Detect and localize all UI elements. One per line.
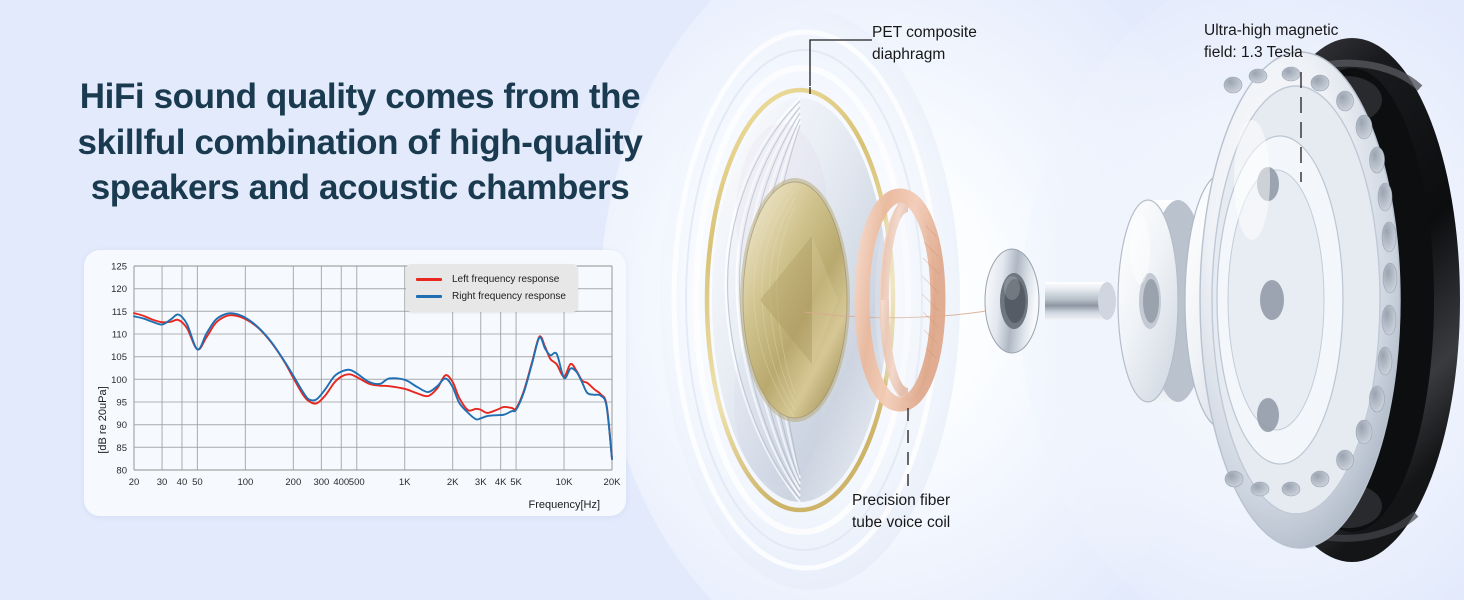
- headline-line-2: skillful combination of high-quality: [77, 122, 643, 162]
- frequency-response-plot: 80 85 90 95 100 105 110 115 120 125 20 30 40 50 100 200…: [84, 250, 626, 516]
- headline-line-3: speakers and acoustic chambers: [90, 168, 630, 207]
- svg-text:10K: 10K: [556, 477, 574, 488]
- svg-text:40: 40: [177, 477, 188, 488]
- svg-text:300: 300: [313, 477, 329, 488]
- pet-composite-diaphragm: [704, 87, 896, 513]
- svg-text:500: 500: [349, 477, 365, 488]
- svg-text:95: 95: [116, 398, 127, 409]
- callout-pet-line-1: PET composite: [872, 24, 977, 41]
- callout-coil-line-2: tube voice coil: [852, 514, 951, 532]
- chart-legend: Left frequency response Right frequency …: [406, 264, 578, 312]
- svg-text:2K: 2K: [447, 477, 459, 488]
- svg-text:100: 100: [111, 375, 127, 386]
- chart-x-axis-label: Frequency[Hz]: [528, 499, 600, 511]
- legend-swatch-left: [416, 278, 442, 281]
- legend-item-right: Right frequency response: [416, 288, 566, 305]
- callout-coil-line-1: Precision fiber: [852, 492, 951, 509]
- legend-label-right: Right frequency response: [452, 291, 566, 302]
- legend-label-left: Left frequency response: [452, 274, 560, 285]
- svg-text:125: 125: [111, 262, 127, 273]
- svg-text:85: 85: [116, 443, 127, 454]
- vented-speaker-basket: [1199, 51, 1401, 549]
- callout-magnet-line-1: Ultra-high magnetic: [1204, 22, 1339, 39]
- callout-precision-fiber-tube-voice-coil: Precision fiber tube voice coil: [852, 490, 950, 535]
- svg-text:80: 80: [116, 466, 127, 477]
- chart-tick-labels: 80 85 90 95 100 105 110 115 120 125 20 30 40 50 100 200…: [111, 262, 621, 489]
- svg-text:115: 115: [112, 307, 127, 318]
- svg-text:100: 100: [237, 477, 253, 488]
- svg-text:4K: 4K: [495, 477, 507, 488]
- callout-ultra-high-magnetic-field: Ultra-high magnetic field: 1.3 Tesla: [1204, 20, 1338, 65]
- chart-gridlines: [133, 265, 613, 471]
- page-title: HiFi sound quality comes from the skillf…: [48, 74, 672, 211]
- callout-pet-line-2: diaphragm: [872, 46, 946, 64]
- svg-text:1K: 1K: [399, 477, 411, 488]
- headline-line-1: HiFi sound quality comes from the: [79, 77, 641, 116]
- pole-piece-tube: [984, 248, 1116, 354]
- svg-text:90: 90: [116, 420, 127, 431]
- svg-text:120: 120: [111, 284, 127, 295]
- svg-text:200: 200: [285, 477, 301, 488]
- svg-text:105: 105: [111, 352, 127, 363]
- svg-text:50: 50: [192, 477, 203, 488]
- legend-swatch-right: [416, 295, 442, 298]
- svg-text:20K: 20K: [604, 477, 622, 488]
- svg-text:20: 20: [129, 477, 140, 488]
- svg-text:3K: 3K: [475, 477, 487, 488]
- chart-series: [133, 312, 613, 461]
- svg-text:30: 30: [157, 477, 168, 488]
- frequency-response-chart-card: 80 85 90 95 100 105 110 115 120 125 20 30 40 50 100 200…: [84, 250, 626, 516]
- legend-item-left: Left frequency response: [416, 271, 566, 288]
- callout-magnet-line-2: field: 1.3 Tesla: [1204, 44, 1303, 62]
- chart-y-axis-label: [dB re 20uPa]: [97, 386, 109, 453]
- svg-text:110: 110: [112, 330, 127, 341]
- svg-text:5K: 5K: [510, 477, 522, 488]
- svg-text:400: 400: [333, 477, 349, 488]
- callout-pet-composite-diaphragm: PET composite diaphragm: [872, 22, 977, 67]
- precision-fiber-tube-voice-coil: [854, 188, 946, 412]
- chart-svg: 80 85 90 95 100 105 110 115 120 125 20 30 40 50 100 200…: [97, 262, 621, 512]
